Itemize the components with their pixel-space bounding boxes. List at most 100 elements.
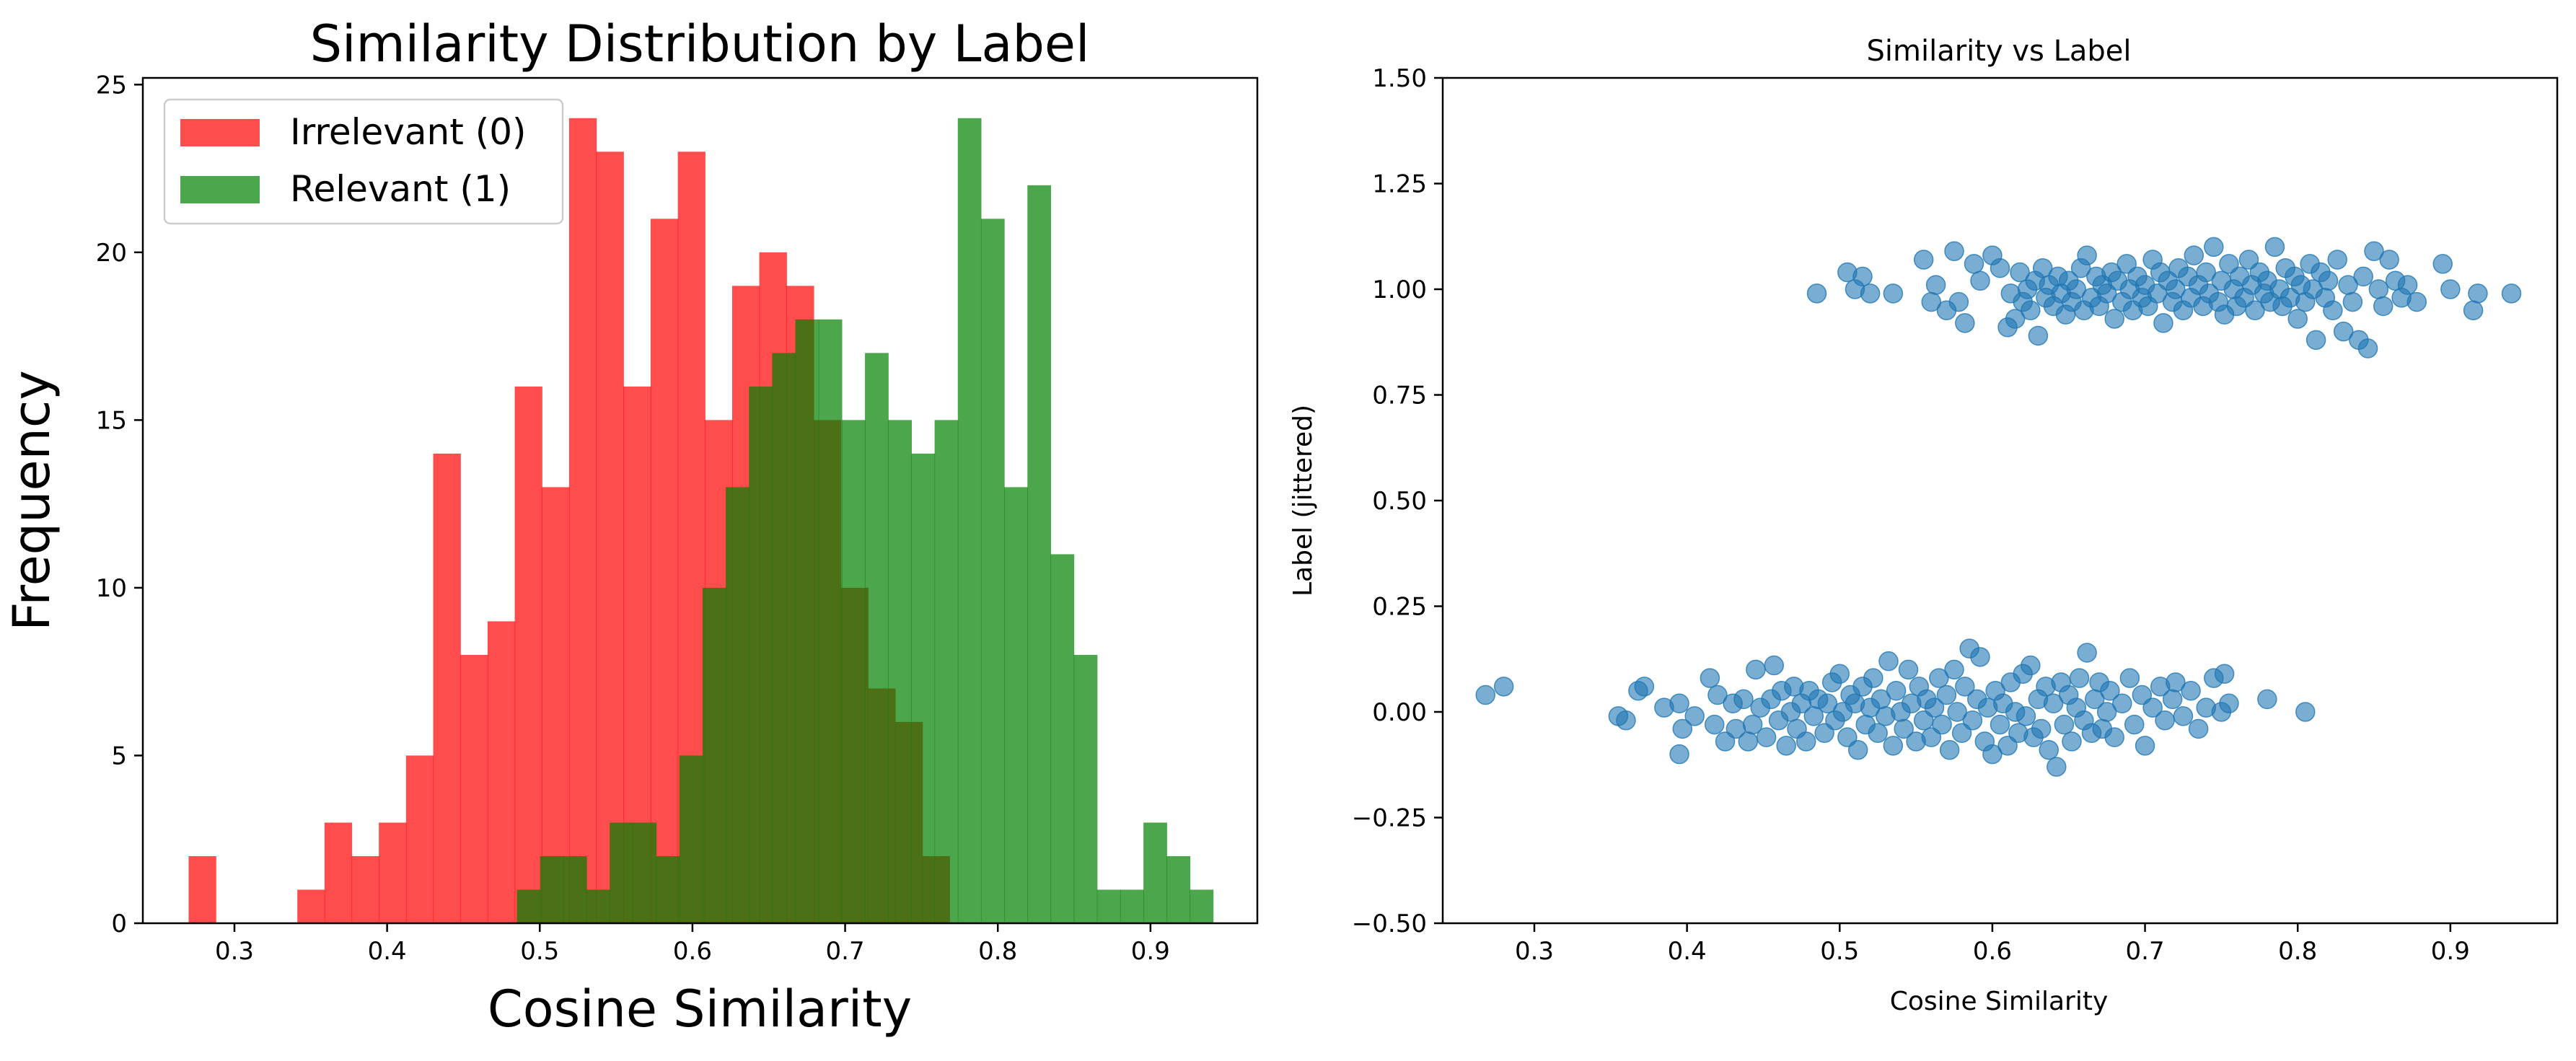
scatter-xtick-label: 0.7 [2126, 937, 2165, 966]
scatter-point [2112, 693, 2132, 714]
scatter-point [1852, 266, 1873, 287]
scatter-point [1829, 664, 1850, 684]
scatter-point [2069, 668, 2090, 688]
scatter-xtick-label: 0.4 [1668, 937, 1707, 966]
scatter-point [2119, 668, 2140, 688]
histogram-ytick-label: 5 [111, 741, 127, 770]
scatter-xtick-label: 0.9 [2431, 937, 2470, 966]
scatter-point [2135, 736, 2155, 756]
histogram-bars [188, 118, 1214, 923]
scatter-point [1898, 659, 1919, 680]
scatter-point [1886, 680, 1907, 701]
histogram-ylabel: Frequency [2, 370, 61, 631]
scatter-point [2257, 689, 2277, 710]
scatter-point [2245, 300, 2265, 321]
scatter-point [1955, 313, 1975, 333]
histogram-bar-relevant [865, 353, 889, 923]
scatter-point [2104, 727, 2124, 747]
histogram-bar-irrelevant [568, 118, 597, 923]
scatter-point [2397, 275, 2418, 295]
histogram-xtick-label: 0.6 [673, 937, 712, 966]
scatter-point [2021, 655, 2041, 676]
histogram-xtick-label: 0.8 [978, 937, 1017, 966]
scatter-ytick-label: 0.00 [1372, 698, 1427, 727]
scatter-point [2214, 664, 2235, 684]
scatter-point [2264, 237, 2285, 257]
scatter-point [1634, 677, 1655, 697]
scatter-point [2021, 300, 2041, 321]
scatter-point [2357, 338, 2378, 358]
histogram-xtick-label: 0.3 [215, 937, 254, 966]
scatter-point [1894, 718, 1914, 739]
scatter-point [1947, 702, 1967, 722]
histogram-bar-relevant [1004, 487, 1028, 923]
scatter-point [1669, 744, 1689, 765]
scatter-point [2096, 283, 2117, 304]
scatter-point [1951, 723, 1972, 744]
histogram-bar-relevant [1027, 185, 1052, 923]
scatter-point [2305, 330, 2326, 351]
scatter-point [1939, 739, 1960, 760]
scatter-point [2077, 245, 2097, 265]
histogram-bar-irrelevant [351, 855, 379, 923]
scatter-point [2318, 270, 2339, 291]
scatter-point [1970, 647, 1990, 667]
scatter-point [1684, 706, 1705, 726]
scatter-point [2204, 237, 2224, 257]
scatter-point [1997, 736, 2018, 756]
histogram-bar-relevant [702, 587, 726, 923]
histogram-bar-relevant [1073, 654, 1098, 923]
scatter-point [2124, 714, 2145, 735]
scatter-point [2333, 321, 2354, 342]
histogram-bar-relevant [516, 889, 541, 923]
histogram-bar-irrelevant [514, 386, 542, 923]
histogram-bar-relevant [1096, 889, 1121, 923]
scatter-point [1944, 241, 1964, 262]
scatter-xtick-label: 0.8 [2278, 937, 2317, 966]
scatter-ytick-label: 1.50 [1372, 64, 1427, 93]
scatter-point [2323, 300, 2343, 321]
scatter-point [2379, 250, 2399, 270]
histogram-bar-relevant [772, 353, 796, 923]
histogram-bar-relevant [1166, 855, 1191, 923]
scatter-point [2196, 262, 2216, 283]
scatter-point [2219, 693, 2239, 714]
histogram-bar-relevant [540, 855, 564, 923]
scatter-point [2184, 245, 2204, 265]
scatter-point [2368, 279, 2389, 299]
scatter-xtick-label: 0.3 [1515, 937, 1554, 966]
scatter-point [1795, 731, 1816, 752]
scatter-point [1948, 291, 1969, 312]
scatter-point [1733, 689, 1754, 710]
scatter-points [1475, 237, 2522, 777]
scatter-point [2166, 672, 2186, 692]
scatter-point [2028, 325, 2049, 346]
histogram-bar-relevant [980, 219, 1005, 923]
scatter-ytick-label: −0.25 [1352, 804, 1427, 833]
scatter-point [2100, 680, 2120, 701]
histogram-xtick-label: 0.9 [1131, 937, 1170, 966]
scatter-point [1817, 693, 1838, 714]
scatter-point [2295, 702, 2316, 722]
scatter-point [1669, 693, 1689, 714]
scatter-point [2031, 718, 2052, 739]
scatter-point [1742, 714, 1763, 735]
histogram-bar-irrelevant [433, 453, 461, 923]
scatter-xlabel: Cosine Similarity [1890, 987, 2109, 1016]
histogram-bar-relevant [934, 420, 959, 923]
scatter-point [2054, 714, 2075, 735]
scatter-point [2132, 684, 2153, 705]
histogram-ytick-label: 25 [96, 71, 127, 100]
scatter-point [1715, 731, 1736, 752]
scatter-point [2104, 309, 2124, 329]
scatter-point [2440, 279, 2461, 299]
histogram-bar-relevant [888, 420, 913, 923]
scatter-point [2468, 283, 2488, 304]
scatter-point [1982, 744, 2003, 765]
histogram-bar-irrelevant [188, 855, 216, 923]
scatter-point [2066, 279, 2087, 299]
histogram-title: Similarity Distribution by Label [310, 14, 1090, 74]
scatter-point [2373, 296, 2393, 317]
scatter-point [2155, 710, 2175, 731]
histogram-bar-irrelevant [379, 822, 407, 923]
